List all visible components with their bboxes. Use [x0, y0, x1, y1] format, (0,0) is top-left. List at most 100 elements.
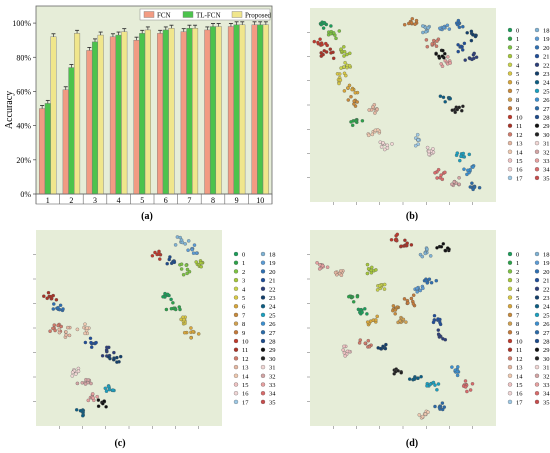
- legend-label: 34: [543, 391, 550, 398]
- legend-label: 15: [242, 382, 249, 389]
- legend-marker: [233, 391, 239, 396]
- scatter-point: [325, 265, 330, 269]
- legend-marker: [507, 36, 513, 41]
- scatter-point: [426, 410, 430, 414]
- legend-label: 6: [516, 304, 520, 311]
- scatter-point: [341, 348, 345, 352]
- scatter-point: [374, 268, 378, 272]
- legend-swatch: [143, 11, 155, 18]
- scatter-point: [445, 23, 450, 28]
- panel-label-a: (a): [141, 211, 153, 222]
- scatter-plot-area-d: [310, 230, 496, 426]
- scatter-point: [179, 267, 184, 271]
- scatter-point: [366, 133, 371, 138]
- scatter-point: [198, 261, 203, 265]
- legend-label: 26: [543, 321, 550, 328]
- scatter-point: [441, 337, 445, 341]
- legend-marker: [507, 114, 513, 120]
- legend-label: 2: [516, 269, 519, 276]
- scatter-point: [428, 382, 433, 386]
- scatter-point: [375, 314, 379, 319]
- legend-label: 21: [269, 278, 276, 285]
- scatter-point: [384, 342, 388, 347]
- scatter-point: [315, 261, 319, 265]
- scatter-point: [460, 108, 464, 113]
- scatter-point: [107, 345, 111, 350]
- scatter-point: [460, 45, 464, 49]
- scatter-point: [52, 302, 56, 306]
- scatter-point: [409, 243, 414, 247]
- legend-marker: [534, 251, 540, 257]
- scatter-point: [83, 322, 87, 326]
- legend-marker: [507, 260, 513, 265]
- legend-label: 35: [543, 175, 550, 182]
- scatter-point: [419, 374, 423, 379]
- scatter-point: [320, 263, 325, 268]
- scatter-point: [150, 254, 155, 258]
- y-tick-label: 0%: [20, 190, 31, 199]
- scatter-point: [56, 323, 60, 328]
- scatter-point: [381, 344, 385, 349]
- legend-marker: [534, 140, 540, 146]
- legend-marker: [534, 158, 540, 163]
- scatter-point: [425, 247, 429, 252]
- scatter-point: [425, 44, 430, 49]
- bar-proposed: [168, 28, 175, 195]
- legend-label: 31: [269, 365, 276, 372]
- legend-label: 19: [543, 260, 550, 267]
- scatter-point: [320, 42, 324, 47]
- scatter-point: [329, 51, 333, 55]
- scatter-point: [447, 27, 452, 31]
- legend-label: FCN: [157, 12, 171, 20]
- scatter-point: [344, 73, 348, 78]
- legend-marker: [534, 399, 540, 405]
- scatter-point: [466, 168, 470, 173]
- legend-label: 13: [516, 141, 523, 148]
- scatter-point: [457, 176, 461, 180]
- legend-label: 10: [516, 339, 523, 346]
- legend-marker: [534, 321, 540, 326]
- legend-label: 33: [543, 158, 550, 165]
- y-tick-label: 40%: [16, 122, 31, 131]
- scatter-point: [192, 243, 197, 247]
- bar-tl-fcn: [44, 103, 51, 195]
- scatter-point: [171, 301, 175, 305]
- scatter-point: [425, 145, 430, 150]
- x-tick-label: 10: [256, 196, 264, 205]
- legend-label: 3: [516, 278, 519, 285]
- scatter-panel-b: 0123456789101112131415161718192021222324…: [307, 8, 550, 222]
- scatter-point: [375, 107, 379, 112]
- x-tick-label: 6: [164, 196, 168, 205]
- scatter-point: [455, 107, 460, 112]
- y-axis-label: Accuracy: [4, 91, 15, 129]
- scatter-point: [443, 100, 447, 104]
- scatter-point: [104, 348, 109, 352]
- scatter-point: [363, 341, 368, 345]
- legend-marker: [233, 269, 239, 274]
- legend-marker: [534, 391, 540, 396]
- legend-marker: [507, 286, 513, 291]
- legend-label: 22: [543, 286, 550, 293]
- bar-fcn: [133, 39, 140, 195]
- legend-marker: [534, 71, 540, 76]
- scatter-point: [67, 333, 72, 338]
- scatter-point: [445, 246, 450, 250]
- scatter-point: [461, 24, 465, 29]
- scatter-point: [403, 238, 407, 243]
- scatter-point: [470, 382, 475, 386]
- legend-label: 25: [543, 312, 550, 319]
- legend-label: 20: [543, 45, 550, 52]
- legend-label: 24: [543, 80, 550, 87]
- legend-label: 8: [516, 97, 519, 104]
- scatter-point: [373, 128, 378, 133]
- legend-marker: [534, 260, 540, 265]
- legend-label: 30: [269, 356, 276, 363]
- legend-marker: [507, 167, 513, 172]
- legend-marker: [507, 399, 513, 405]
- legend-label: 21: [543, 278, 550, 285]
- scatter-point: [165, 261, 169, 266]
- scatter-point: [318, 37, 322, 41]
- legend-marker: [260, 373, 266, 378]
- scatter-point: [89, 381, 93, 386]
